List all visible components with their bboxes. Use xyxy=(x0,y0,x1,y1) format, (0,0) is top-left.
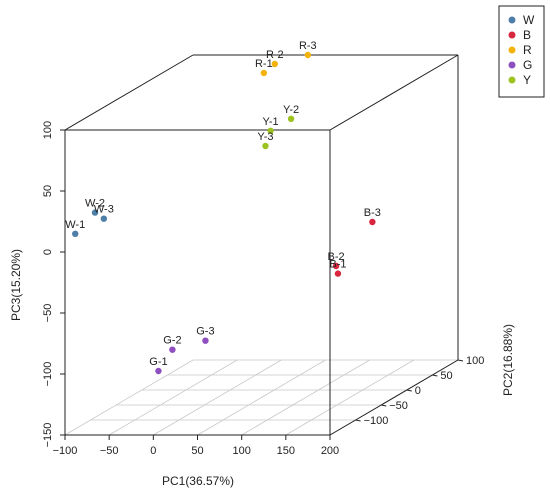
point-label: G-2 xyxy=(163,335,181,347)
point-label: B-1 xyxy=(329,259,346,271)
data-point xyxy=(72,230,79,237)
data-point xyxy=(260,69,268,77)
y-tick-mark xyxy=(381,404,387,407)
floor-grid xyxy=(64,359,459,436)
data-point xyxy=(91,209,99,216)
y-tick-mark xyxy=(355,419,361,422)
x-axis-title: PC1(36.57%) xyxy=(162,474,234,488)
legend-marker xyxy=(508,16,516,24)
y-tick-mark xyxy=(457,359,464,362)
point-labels: W-1W-2W-3 B-1B-2 B-3 R-1R-2 R-3 G-1 G-2 G-3 Y-1 Y… xyxy=(65,40,381,368)
point-label: R-3 xyxy=(299,40,317,52)
z-tick-label: 100 xyxy=(42,121,54,139)
z-tick-label: −50 xyxy=(42,304,54,323)
z-tick-label: 0 xyxy=(42,249,54,255)
floor-grid-line xyxy=(153,359,282,436)
data-point xyxy=(262,142,269,150)
y-axis-title: PC2(16.88%) xyxy=(501,324,515,396)
z-tick-label: 50 xyxy=(42,185,54,197)
x-tick-label: 50 xyxy=(191,445,203,457)
x-tick-label: −100 xyxy=(53,445,78,457)
point-label: R-1 xyxy=(255,58,273,70)
floor-grid-line xyxy=(64,359,194,436)
legend-marker xyxy=(508,76,516,84)
point-label: B-3 xyxy=(364,207,381,219)
data-point xyxy=(100,215,108,222)
y-tick-label: −50 xyxy=(389,400,408,412)
point-label: Y-2 xyxy=(283,104,299,116)
x-tick-label: −50 xyxy=(100,445,119,457)
point-label: Y-1 xyxy=(263,116,279,128)
floor-grid-line xyxy=(108,359,238,436)
data-point xyxy=(202,337,209,344)
z-axis-title: PC3(15.20%) xyxy=(9,249,23,321)
y-tick-label: 100 xyxy=(466,355,484,367)
data-points xyxy=(72,51,376,375)
floor-grid-line xyxy=(285,359,415,436)
data-point xyxy=(287,115,295,123)
data-point xyxy=(332,262,340,270)
legend-label: B xyxy=(523,28,531,42)
legend-label: Y xyxy=(523,73,531,87)
point-label: G-1 xyxy=(149,356,167,368)
box-edge xyxy=(64,54,194,131)
point-label: Y-3 xyxy=(257,131,273,143)
floor-grid-line xyxy=(241,359,370,436)
legend-marker xyxy=(508,46,516,54)
point-label: W-1 xyxy=(65,219,85,231)
point-label: G-3 xyxy=(196,326,214,338)
point-label: W-2 xyxy=(85,198,105,210)
y-tick-label: −100 xyxy=(364,415,389,427)
data-point xyxy=(334,270,342,277)
data-point xyxy=(169,346,176,353)
axis-ticks: −100 −50 0 50 100 150 200−150−100−50050100−100… xyxy=(42,121,484,457)
data-point xyxy=(155,367,162,375)
data-point xyxy=(267,127,274,134)
point-label: W-3 xyxy=(94,204,114,216)
floor-grid-line xyxy=(197,359,326,436)
x-tick-label: 200 xyxy=(321,445,339,457)
legend-box xyxy=(498,5,545,98)
box-edge xyxy=(329,54,459,131)
point-label: B-2 xyxy=(328,251,345,263)
z-tick-label: −100 xyxy=(42,362,54,387)
point-label: R-2 xyxy=(266,49,284,61)
y-tick-mark xyxy=(406,389,412,392)
box-edge xyxy=(329,359,459,436)
legend-marker xyxy=(508,31,516,39)
data-point xyxy=(271,60,279,68)
z-tick-label: −150 xyxy=(42,423,54,448)
x-tick-label: 0 xyxy=(150,445,156,457)
data-point xyxy=(369,218,376,226)
legend-label: R xyxy=(523,43,532,57)
plot-box xyxy=(64,54,459,436)
x-tick-label: 100 xyxy=(232,445,250,457)
y-tick-mark xyxy=(432,374,438,377)
legend-label: W xyxy=(523,13,535,27)
y-tick-label: 0 xyxy=(415,385,421,397)
data-point xyxy=(304,51,312,59)
y-tick-label: 50 xyxy=(440,370,452,382)
x-tick-label: 150 xyxy=(277,445,295,457)
legend-marker xyxy=(508,61,516,69)
legend-label: G xyxy=(523,58,532,72)
